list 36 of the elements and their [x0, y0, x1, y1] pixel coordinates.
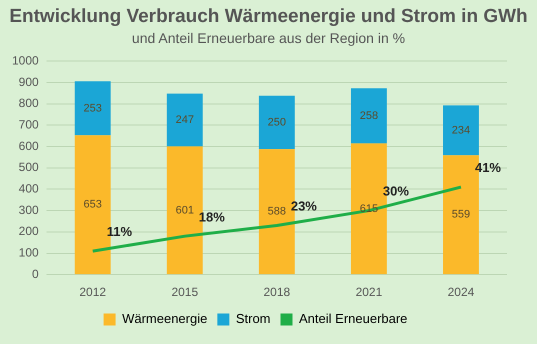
data-label: 588 — [268, 206, 286, 218]
data-label: 250 — [268, 116, 286, 128]
x-tick-label: 2012 — [79, 285, 106, 300]
x-tick-label: 2018 — [263, 285, 291, 300]
data-label: 601 — [176, 204, 194, 216]
x-tick-label: 2024 — [448, 285, 475, 300]
y-tick-label: 0 — [32, 266, 40, 281]
data-label: 234 — [452, 124, 470, 136]
y-tick-label: 600 — [18, 138, 40, 153]
data-label: 615 — [360, 202, 378, 215]
y-tick-label: 300 — [18, 202, 40, 217]
bar — [350, 88, 387, 144]
y-tick-label: 400 — [18, 182, 40, 196]
chart-subtitle: und Anteil Erneuerbare aus der Region in % — [130, 30, 406, 46]
legend-label: Anteil Erneuerbare — [299, 311, 408, 326]
bar — [443, 105, 479, 156]
data-label: 653 — [84, 198, 102, 211]
bar — [74, 81, 111, 136]
legend-label: Strom — [236, 311, 271, 326]
y-tick-label: 900 — [18, 74, 40, 89]
legend-label: Wärmeenergie — [122, 311, 208, 326]
y-tick-label: 800 — [18, 96, 40, 110]
data-label: 258 — [360, 110, 378, 122]
data-label: 559 — [452, 208, 470, 221]
bar — [166, 94, 203, 146]
y-tick-label: 1000 — [12, 54, 40, 68]
y-tick-label: 100 — [18, 246, 40, 260]
chart-title: Entwicklung Verbrauch Wärmeenergie und Strom in GWh — [8, 6, 529, 28]
x-tick-label: 2021 — [356, 285, 383, 300]
data-label: 253 — [84, 102, 102, 114]
data-label: 247 — [176, 114, 194, 126]
y-tick-label: 700 — [18, 118, 40, 132]
y-tick-label: 200 — [18, 224, 40, 238]
bar — [258, 96, 295, 150]
x-tick-label: 2015 — [171, 285, 198, 300]
y-tick-label: 500 — [18, 160, 40, 174]
